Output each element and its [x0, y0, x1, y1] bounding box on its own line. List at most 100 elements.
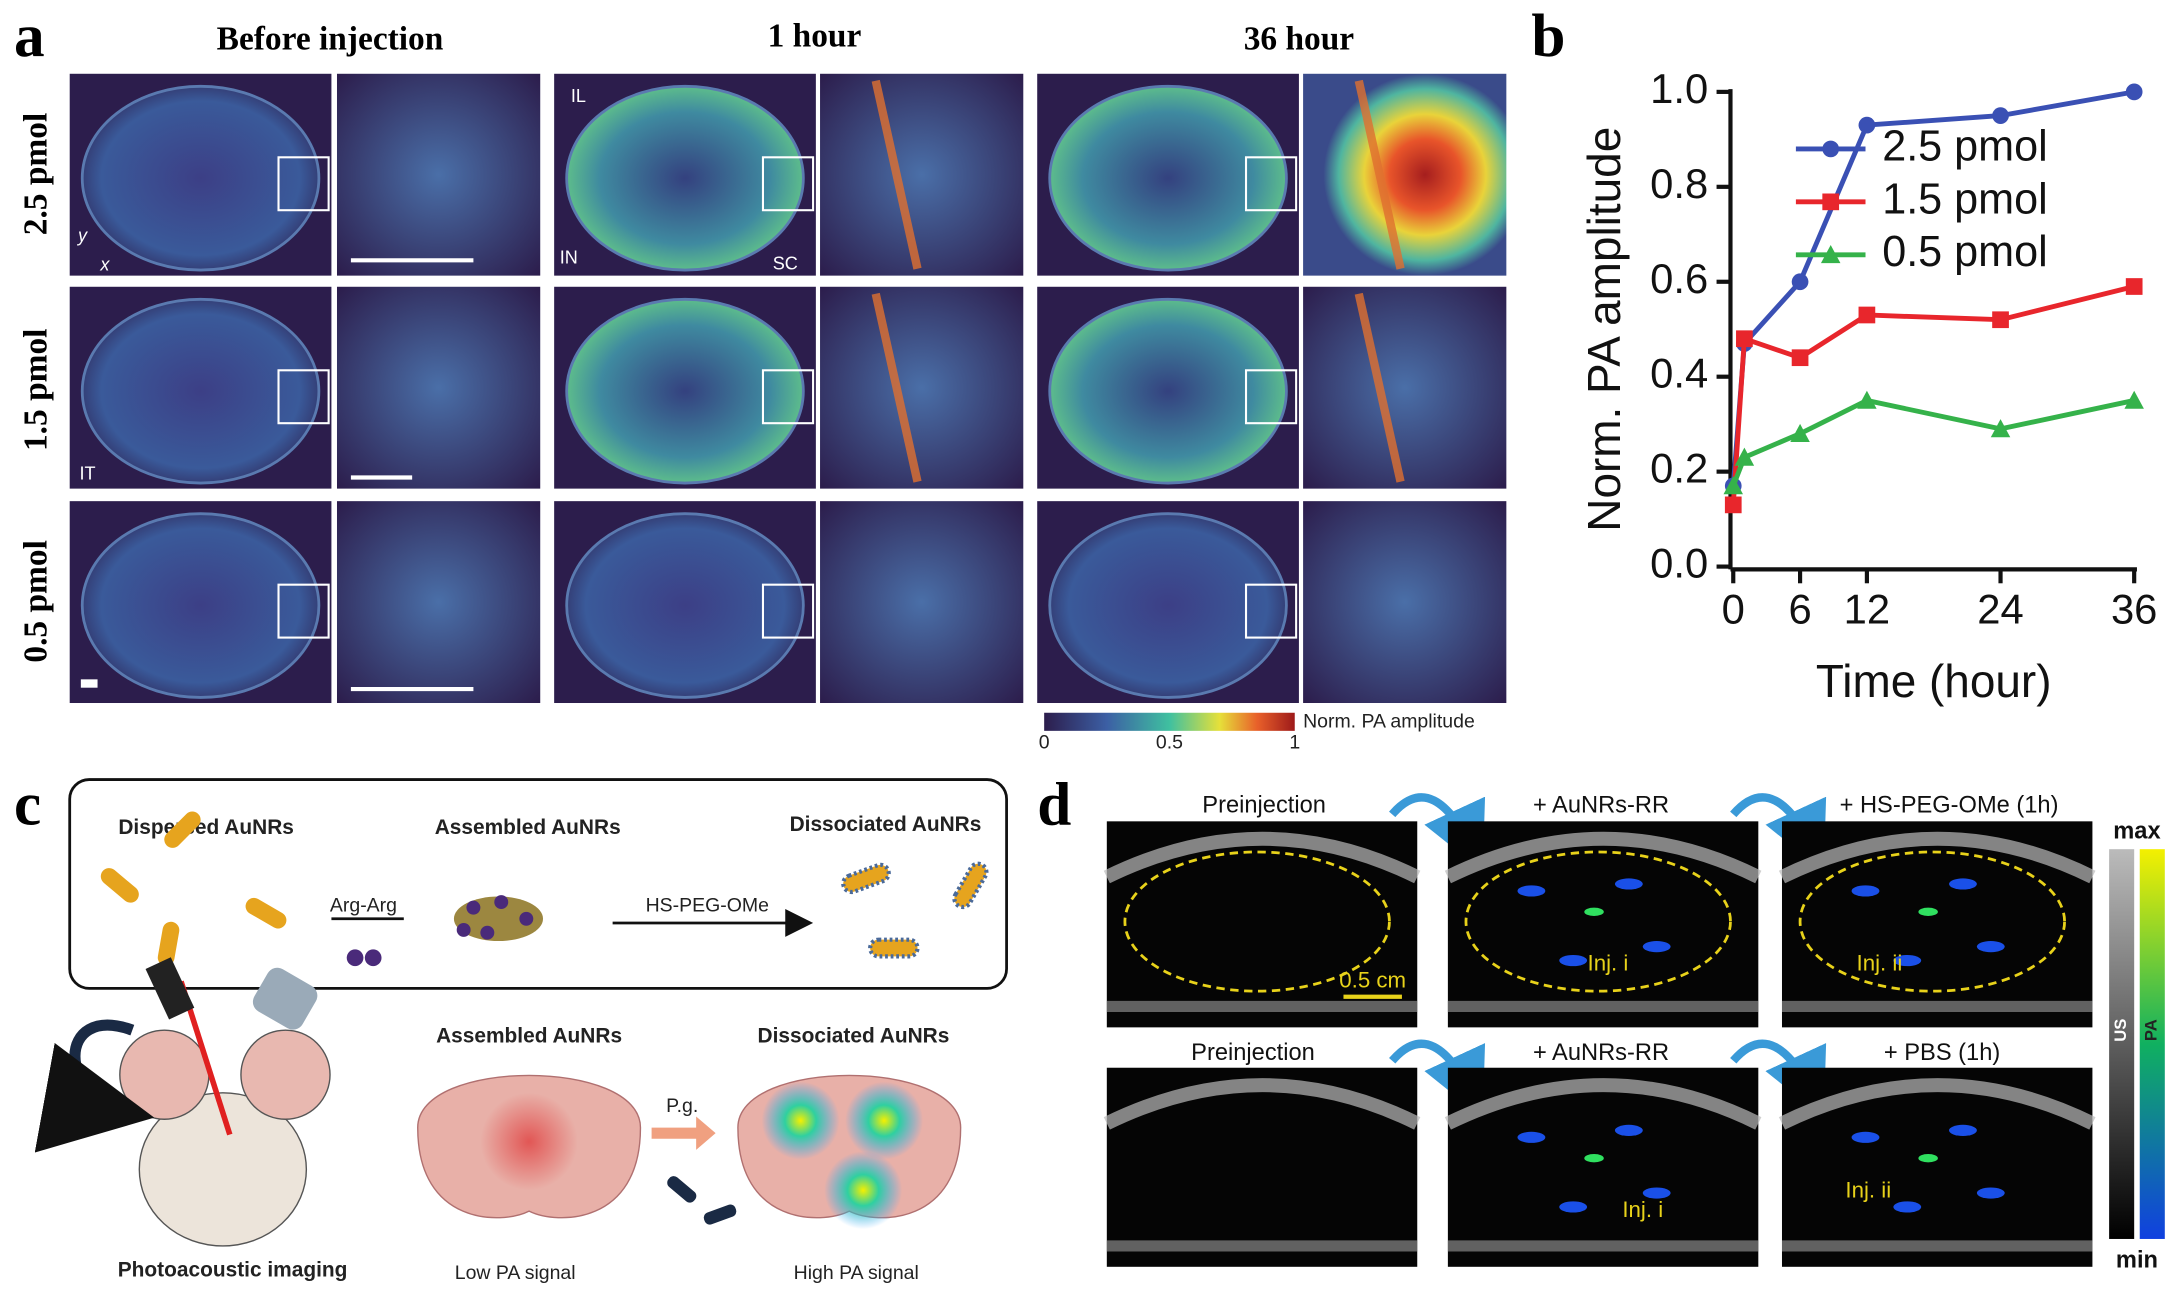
row-header: 1.5 pmol: [18, 329, 55, 452]
pa-spot: [1642, 941, 1671, 953]
injection-label: Inj. ii: [1857, 951, 1903, 976]
legend-label: 1.5 pmol: [1882, 175, 2047, 223]
series-line: [1730, 284, 2135, 506]
brain-section: [565, 297, 805, 485]
brain-section: [80, 512, 321, 699]
data-point: [2125, 278, 2143, 295]
data-point: [1858, 116, 1876, 134]
agent-label: P.g.: [666, 1095, 698, 1117]
scheme-box: [68, 778, 1008, 990]
roi-box: [761, 369, 815, 425]
pa-spot: [1893, 954, 1922, 967]
x-tick-label: 6: [1788, 586, 1811, 633]
roi-box: [761, 583, 815, 639]
zoom-image: [336, 286, 541, 489]
data-point: [1858, 306, 1876, 324]
pa-spot: [1517, 885, 1546, 897]
data-point: [2125, 83, 2143, 101]
pa-spot: [1642, 1187, 1671, 1199]
colorbar-tick: 0.5: [1156, 732, 1183, 754]
vessel: [1354, 292, 1405, 483]
pa-spot: [1851, 1131, 1880, 1143]
row-header: 2.5 pmol: [18, 113, 55, 236]
annotation: IT: [79, 463, 95, 483]
signal-label: Low PA signal: [455, 1262, 576, 1284]
legend-label: 0.5 pmol: [1882, 228, 2047, 276]
roi-box: [277, 156, 330, 212]
panel-label: b: [1531, 2, 1565, 70]
zoom-image: [820, 73, 1024, 276]
scale-bar: [80, 679, 98, 688]
colorbar-tick: 1: [1289, 732, 1300, 754]
annotation: IN: [560, 248, 578, 268]
zoom-image: [820, 286, 1024, 489]
roi-outline: [1464, 850, 1732, 993]
pa-spot: [1918, 1154, 1938, 1163]
brain-section: [80, 297, 321, 485]
roi-box: [1244, 369, 1298, 425]
brain-section: [1048, 84, 1288, 272]
pa-spot: [1614, 878, 1643, 890]
brain-section: [1048, 297, 1288, 485]
data-point: [1992, 311, 2009, 329]
colorbar: [1044, 712, 1295, 731]
annotation: IL: [571, 86, 586, 106]
brain-section: [80, 84, 321, 272]
y-tick-label: 0.0: [1650, 540, 1708, 587]
data-point: [1857, 390, 1877, 409]
image-title: + AuNRs-RR: [1533, 1040, 1669, 1066]
data-point: [1723, 476, 1743, 495]
zoom-image: [1303, 501, 1507, 704]
data-point: [1724, 496, 1742, 514]
scheme-label: Photoacoustic imaging: [118, 1258, 348, 1281]
reagent-label: Arg-Arg: [330, 894, 397, 916]
image-title: + HS-PEG-OMe (1h): [1840, 792, 2059, 818]
signal-label: High PA signal: [794, 1262, 919, 1284]
column-header: 36 hour: [1244, 20, 1355, 57]
y-tick-label: 0.4: [1650, 350, 1708, 397]
scheme-label: Assembled AuNRs: [436, 1025, 622, 1048]
pa-spot: [1976, 941, 2005, 953]
panel-a: a Before injection 1 hour 36 hour 2.5 pm…: [14, 2, 1507, 754]
tissue-edge: [1778, 1078, 2096, 1130]
scheme-label: Dissociated AuNRs: [758, 1025, 950, 1048]
zoom-image: [1303, 286, 1507, 489]
panel-label: a: [14, 2, 45, 70]
tissue-edge: [1103, 831, 1421, 884]
colorbar-min: min: [2116, 1247, 2158, 1273]
tissue-edge: [1444, 1078, 1762, 1130]
pa-spot: [1918, 907, 1938, 916]
image-title: + PBS (1h): [1884, 1040, 2000, 1066]
tissue-edge: [1778, 831, 2096, 884]
tissue-edge: [1444, 831, 1762, 884]
image-title: + AuNRs-RR: [1533, 792, 1669, 818]
legend-label: 2.5 pmol: [1882, 122, 2047, 170]
zoom-image: [820, 501, 1024, 704]
vessel: [1354, 79, 1405, 270]
axis-indicator: y: [76, 225, 88, 245]
x-tick-label: 24: [1977, 586, 2023, 633]
panel-label: c: [14, 770, 41, 838]
injection-label: Inj. i: [1622, 1197, 1663, 1222]
pa-spot: [1949, 1124, 1977, 1136]
colorbar-title: Norm. PA amplitude: [1303, 711, 1475, 733]
roi-box: [1244, 156, 1298, 212]
data-point: [1992, 107, 2009, 124]
pa-spot: [1584, 907, 1604, 916]
x-tick-label: 36: [2111, 586, 2157, 633]
image-grid: [1103, 793, 2096, 1267]
pa-spot: [1976, 1187, 2005, 1199]
image-grid: [69, 73, 1507, 704]
roi-box: [761, 156, 815, 212]
legend-marker: [1820, 245, 1841, 264]
brain-section: [1048, 512, 1288, 699]
y-tick-label: 0.8: [1650, 160, 1708, 207]
colorbar-ticks: 0 0.5 1: [1039, 732, 1300, 754]
data-point: [1790, 423, 1810, 443]
y-tick-label: 0.2: [1650, 445, 1708, 492]
tissue-edge: [1103, 1078, 1421, 1130]
image-title: Preinjection: [1191, 1040, 1315, 1066]
image-title: Preinjection: [1202, 792, 1326, 818]
